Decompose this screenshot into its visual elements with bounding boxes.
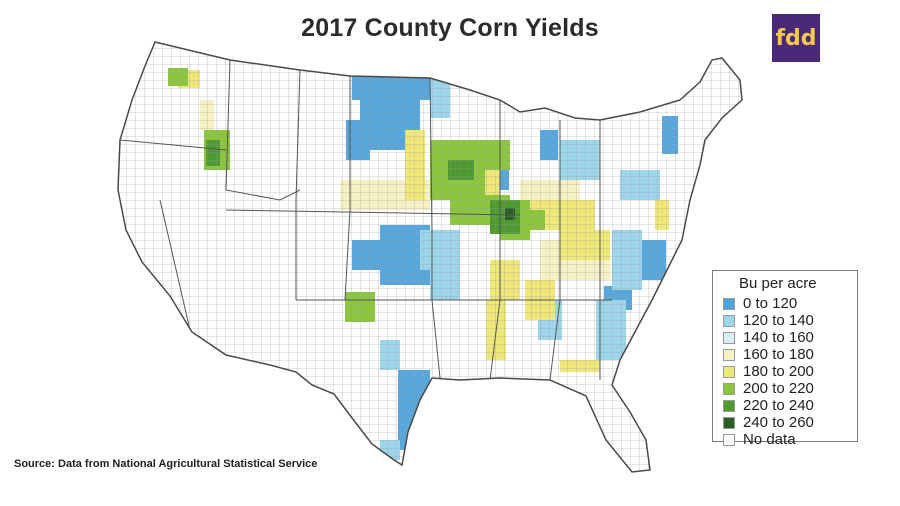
legend-swatch [723, 382, 735, 395]
legend-item: No data [723, 431, 857, 448]
map-title: 2017 County Corn Yields [301, 14, 599, 42]
legend-item: 220 to 240 [723, 397, 857, 414]
legend-label: 200 to 220 [743, 380, 814, 397]
legend-label: 220 to 240 [743, 397, 814, 414]
legend-item: 0 to 120 [723, 295, 857, 312]
legend-swatch [723, 314, 735, 327]
legend-swatch [723, 331, 735, 344]
legend-label: 0 to 120 [743, 295, 798, 312]
legend-label: 240 to 260 [743, 414, 814, 431]
fdd-logo: fdd [772, 14, 820, 62]
legend-swatch [723, 416, 735, 429]
source-note: Source: Data from National Agricultural … [14, 458, 318, 470]
county-fill-layer [118, 42, 742, 472]
map-legend: Bu per acre 0 to 120 120 to 140 140 to 160… [712, 270, 858, 448]
legend-swatch [723, 297, 735, 310]
legend-swatch [723, 399, 735, 412]
legend-title: Bu per acre [739, 275, 817, 292]
legend-label: 140 to 160 [743, 329, 814, 346]
legend-item: 180 to 200 [723, 363, 857, 380]
legend-item: 240 to 260 [723, 414, 857, 431]
legend-label: No data [743, 431, 796, 448]
legend-label: 120 to 140 [743, 312, 814, 329]
legend-item: 120 to 140 [723, 312, 857, 329]
legend-swatch [723, 365, 735, 378]
legend-item: 200 to 220 [723, 380, 857, 397]
legend-item: 140 to 160 [723, 329, 857, 346]
legend-label: 180 to 200 [743, 363, 814, 380]
legend-swatch [723, 348, 735, 361]
legend-item: 160 to 180 [723, 346, 857, 363]
legend-label: 160 to 180 [743, 346, 814, 363]
legend-swatch [723, 433, 735, 446]
